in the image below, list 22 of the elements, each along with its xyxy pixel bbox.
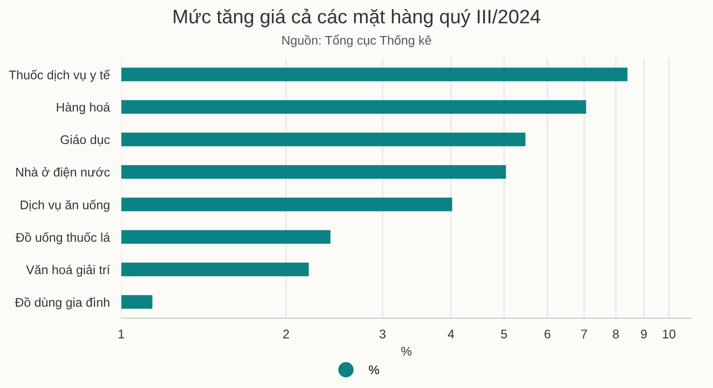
x-tick-label: 1 bbox=[118, 330, 124, 338]
y-tick-label: Đồ uống thuốc lá bbox=[16, 232, 110, 244]
x-tick-label: 2 bbox=[283, 330, 289, 338]
x-tick-label: 10 bbox=[662, 330, 676, 338]
chart-subtitle: Nguồn: Tổng cục Thống kê bbox=[282, 34, 432, 48]
y-tick-label: Nhà ở điện nước bbox=[16, 167, 110, 178]
y-tick-label: Đồ dùng gia đình bbox=[14, 297, 110, 310]
x-tick-label: 8 bbox=[612, 330, 619, 338]
x-tick-label: 4 bbox=[448, 330, 454, 338]
x-tick-label: 3 bbox=[380, 330, 386, 338]
chart-title: Mức tăng giá cả các mặt hàng quý III/2024 bbox=[174, 8, 540, 28]
x-tick-label: 6 bbox=[544, 330, 550, 338]
x-tick-label: 7 bbox=[581, 330, 587, 338]
y-tick-label: Giáo dục bbox=[60, 134, 110, 146]
x-tick-label: 5 bbox=[501, 330, 508, 338]
y-tick-label: Thuốc dịch vụ y tế bbox=[8, 70, 110, 82]
x-axis-title: % bbox=[401, 346, 412, 356]
y-tick-label: Văn hoá giải trí bbox=[26, 264, 110, 277]
x-tick-label: 9 bbox=[640, 330, 647, 338]
y-tick-label: Dịch vụ ăn uống bbox=[20, 200, 110, 212]
legend-label: % bbox=[368, 365, 380, 374]
y-tick-label: Hàng hoá bbox=[56, 102, 110, 114]
